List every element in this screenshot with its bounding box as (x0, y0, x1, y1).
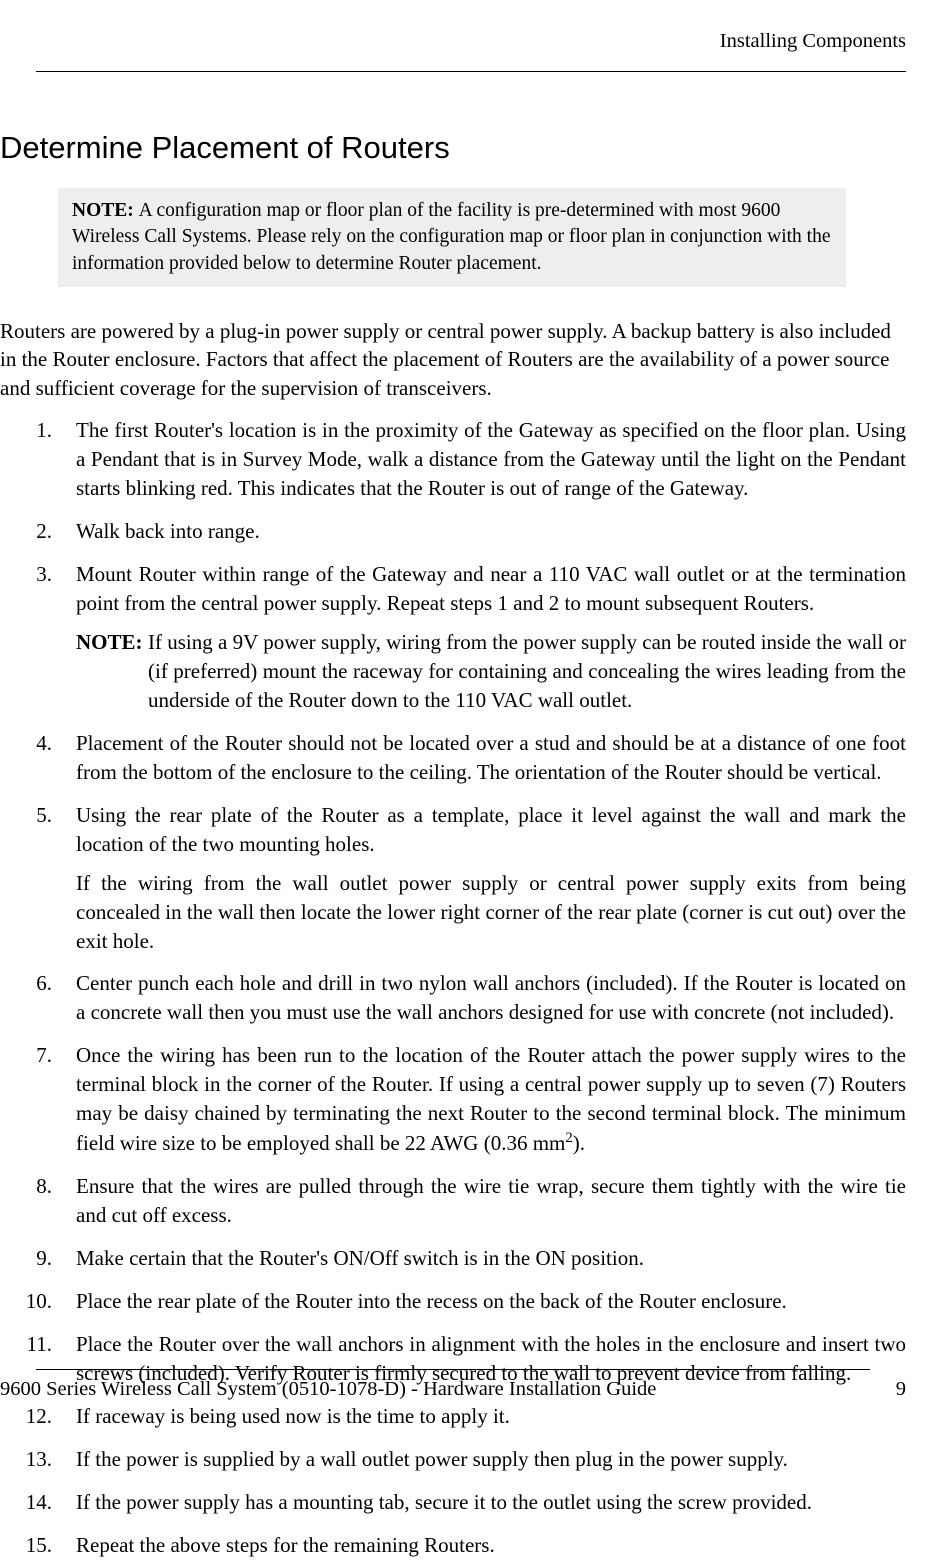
note-text: A configuration map or floor plan of the… (72, 200, 830, 274)
step-text: If the power is supplied by a wall outle… (76, 1445, 906, 1474)
step-number: 10. (0, 1287, 76, 1316)
step-number: 3. (0, 560, 76, 715)
step-number: 6. (0, 969, 76, 1027)
step-text: Ensure that the wires are pulled through… (76, 1172, 906, 1230)
step-number: 14. (0, 1488, 76, 1517)
step-item: 8.Ensure that the wires are pulled throu… (0, 1172, 906, 1230)
step-text: Make certain that the Router's ON/Off sw… (76, 1244, 906, 1273)
page-footer: 9600 Series Wireless Call System (0510-1… (0, 1369, 906, 1401)
intro-paragraph: Routers are powered by a plug-in power s… (0, 317, 906, 402)
step-number: 5. (0, 801, 76, 956)
step-item: 3.Mount Router within range of the Gatew… (0, 560, 906, 715)
inner-note-text: If using a 9V power supply, wiring from … (148, 628, 906, 715)
step-text: If raceway is being used now is the time… (76, 1402, 906, 1431)
step-item: 13.If the power is supplied by a wall ou… (0, 1445, 906, 1474)
step-item: 15.Repeat the above steps for the remain… (0, 1531, 906, 1560)
step-text: If the power supply has a mounting tab, … (76, 1488, 906, 1517)
step-item: 12.If raceway is being used now is the t… (0, 1402, 906, 1431)
note-label: NOTE: (72, 200, 139, 221)
step-item: 14.If the power supply has a mounting ta… (0, 1488, 906, 1517)
step-number: 7. (0, 1041, 76, 1158)
step-number: 8. (0, 1172, 76, 1230)
step-item: 4.Placement of the Router should not be … (0, 729, 906, 787)
step-item: 2.Walk back into range. (0, 517, 906, 546)
inner-note-label: NOTE: (76, 628, 148, 715)
header-section-title: Installing Components (36, 30, 906, 71)
step-number: 9. (0, 1244, 76, 1273)
step-number: 2. (0, 517, 76, 546)
step-text: Walk back into range. (76, 517, 906, 546)
step-number: 13. (0, 1445, 76, 1474)
step-text: Once the wiring has been run to the loca… (76, 1041, 906, 1158)
step-sub-paragraph: If the wiring from the wall outlet power… (76, 869, 906, 956)
step-number: 4. (0, 729, 76, 787)
step-item: 7.Once the wiring has been run to the lo… (0, 1041, 906, 1158)
footer-doc-title: 9600 Series Wireless Call System (0510-1… (0, 1378, 656, 1401)
page-heading: Determine Placement of Routers (0, 130, 906, 166)
step-number: 1. (0, 416, 76, 503)
step-item: 10.Place the rear plate of the Router in… (0, 1287, 906, 1316)
step-item: 5.Using the rear plate of the Router as … (0, 801, 906, 956)
inner-note: NOTE: If using a 9V power supply, wiring… (76, 628, 906, 715)
footer-rule (36, 1369, 870, 1370)
step-text: Using the rear plate of the Router as a … (76, 801, 906, 956)
step-text: The first Router's location is in the pr… (76, 416, 906, 503)
step-text: Center punch each hole and drill in two … (76, 969, 906, 1027)
step-text: Placement of the Router should not be lo… (76, 729, 906, 787)
step-item: 6.Center punch each hole and drill in tw… (0, 969, 906, 1027)
note-callout: NOTE: A configuration map or floor plan … (58, 188, 846, 287)
step-text: Mount Router within range of the Gateway… (76, 560, 906, 715)
step-text: Place the rear plate of the Router into … (76, 1287, 906, 1316)
step-text: Repeat the above steps for the remaining… (76, 1531, 906, 1560)
step-item: 1.The first Router's location is in the … (0, 416, 906, 503)
step-number: 12. (0, 1402, 76, 1431)
step-item: 9.Make certain that the Router's ON/Off … (0, 1244, 906, 1273)
superscript: 2 (565, 1130, 572, 1146)
footer-page-number: 9 (896, 1378, 906, 1401)
header-rule (36, 71, 906, 72)
step-number: 15. (0, 1531, 76, 1560)
